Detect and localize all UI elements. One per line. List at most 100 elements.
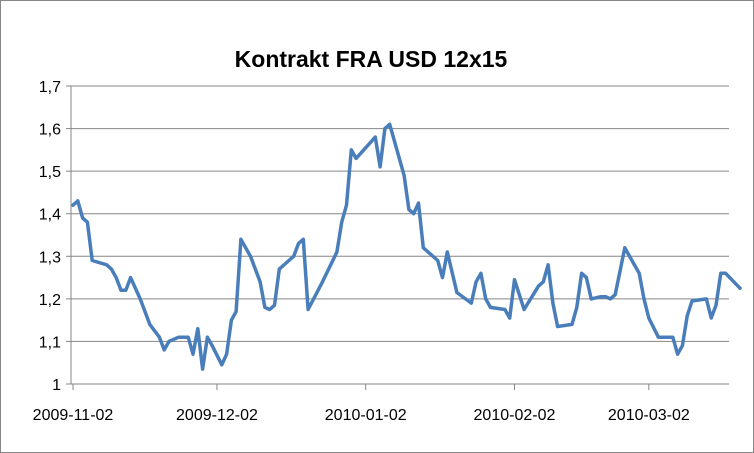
data-point bbox=[162, 348, 166, 352]
data-point bbox=[167, 339, 171, 343]
data-point bbox=[541, 280, 545, 284]
data-point bbox=[724, 271, 728, 275]
data-point bbox=[690, 299, 694, 303]
data-point bbox=[196, 327, 200, 331]
data-point bbox=[277, 267, 281, 271]
data-point bbox=[604, 295, 608, 299]
data-point bbox=[109, 267, 113, 271]
data-point bbox=[685, 314, 689, 318]
data-point bbox=[537, 284, 540, 288]
data-point bbox=[210, 344, 214, 348]
y-tick-label: 1,2 bbox=[39, 292, 61, 309]
data-point bbox=[421, 246, 425, 250]
data-point bbox=[383, 127, 387, 131]
data-point bbox=[676, 352, 680, 356]
y-tick-label: 1,3 bbox=[39, 249, 61, 266]
data-point bbox=[105, 263, 109, 267]
data-point bbox=[124, 288, 128, 292]
data-point bbox=[417, 201, 420, 205]
data-point bbox=[335, 250, 339, 254]
axes bbox=[70, 86, 729, 385]
data-point bbox=[436, 259, 440, 262]
data-point bbox=[114, 276, 118, 280]
data-point bbox=[249, 254, 252, 258]
x-tick-label: 2009-12-02 bbox=[176, 407, 258, 424]
data-point bbox=[263, 305, 267, 309]
data-point bbox=[489, 305, 492, 309]
y-tick-label: 1,6 bbox=[39, 122, 61, 139]
data-point bbox=[637, 271, 641, 275]
data-point bbox=[239, 237, 243, 241]
y-tick-label: 1,5 bbox=[39, 164, 61, 181]
data-point bbox=[354, 156, 358, 160]
data-point bbox=[76, 199, 80, 203]
data-point bbox=[709, 316, 713, 320]
gridlines bbox=[71, 85, 729, 342]
data-point bbox=[599, 295, 603, 299]
data-point bbox=[556, 325, 560, 328]
data-point bbox=[287, 259, 291, 262]
data-point bbox=[513, 278, 516, 282]
data-point bbox=[551, 301, 555, 305]
chart-title: Kontrakt FRA USD 12x15 bbox=[235, 46, 508, 72]
data-point bbox=[623, 246, 627, 250]
data-point bbox=[484, 297, 488, 301]
y-tick-label: 1,4 bbox=[39, 207, 61, 224]
data-point bbox=[608, 297, 612, 301]
data-point bbox=[90, 259, 94, 262]
data-point bbox=[85, 220, 89, 224]
data-point bbox=[373, 135, 377, 139]
data-point bbox=[407, 208, 411, 211]
data-point bbox=[474, 280, 478, 284]
data-point bbox=[503, 308, 507, 311]
y-axis-ticks: 1 1,1 1,2 1,3 1,4 1,5 1,6 1,7 bbox=[39, 79, 71, 394]
data-point bbox=[666, 335, 670, 339]
data-point bbox=[201, 367, 205, 371]
data-point bbox=[546, 263, 550, 267]
data-point bbox=[508, 316, 512, 320]
data-point bbox=[575, 305, 579, 309]
data-point bbox=[704, 297, 708, 301]
data-point bbox=[580, 271, 584, 275]
data-point bbox=[402, 173, 406, 177]
data-point bbox=[321, 280, 324, 284]
data-point bbox=[455, 291, 459, 294]
data-point bbox=[234, 310, 238, 314]
data-point bbox=[589, 297, 593, 301]
data-point bbox=[229, 318, 233, 322]
data-point bbox=[268, 308, 272, 311]
x-axis-ticks: 2009-11-02 2009-12-02 2010-01-02 2010-02-02… bbox=[33, 384, 690, 424]
data-point bbox=[71, 203, 75, 207]
data-point bbox=[129, 276, 133, 280]
data-point bbox=[177, 335, 181, 339]
series-layer bbox=[71, 122, 742, 371]
data-point bbox=[191, 352, 195, 356]
data-point bbox=[445, 250, 449, 254]
data-point bbox=[647, 316, 651, 320]
data-point bbox=[138, 297, 142, 301]
data-point bbox=[469, 301, 473, 305]
data-point bbox=[441, 276, 444, 280]
data-point bbox=[205, 335, 209, 339]
data-point bbox=[349, 148, 353, 152]
data-point bbox=[613, 293, 617, 297]
data-point bbox=[656, 335, 660, 339]
data-point bbox=[81, 216, 85, 220]
data-point bbox=[340, 220, 344, 224]
data-point bbox=[301, 237, 305, 241]
series-line bbox=[71, 122, 742, 371]
data-point bbox=[258, 280, 262, 284]
data-point bbox=[388, 122, 392, 126]
x-tick-label: 2010-02-02 bbox=[474, 407, 556, 424]
data-point bbox=[225, 352, 229, 356]
y-tick-label: 1,1 bbox=[39, 334, 61, 351]
data-point bbox=[306, 308, 310, 311]
data-point bbox=[220, 363, 224, 367]
data-point bbox=[297, 242, 300, 245]
y-tick-label: 1,7 bbox=[39, 79, 61, 96]
data-point bbox=[186, 335, 190, 339]
data-point bbox=[680, 344, 684, 348]
y-tick-label: 1 bbox=[52, 377, 61, 394]
